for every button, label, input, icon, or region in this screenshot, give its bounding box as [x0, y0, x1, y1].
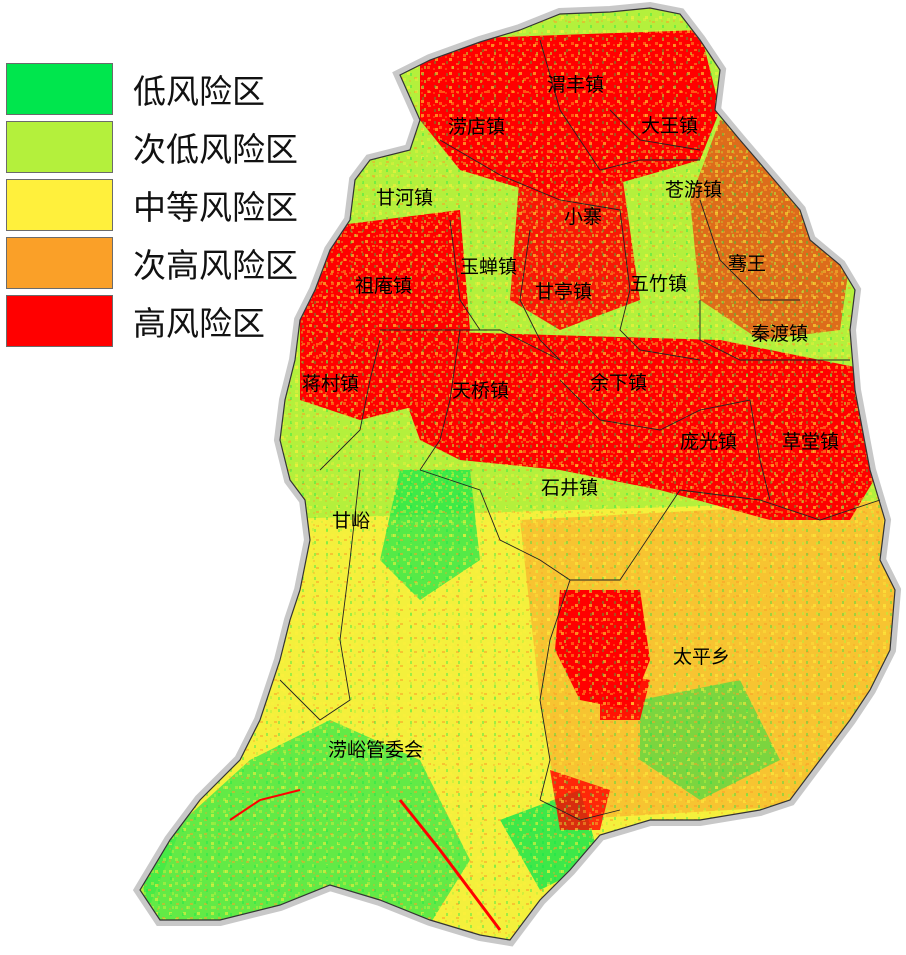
legend-swatch: [6, 295, 113, 347]
place-labels: 渭丰镇 涝店镇 大王镇 甘河镇 苍游镇 小寨 玉蝉镇 祖庵镇 甘亭镇 五竹镇 骞…: [302, 74, 839, 761]
place-label: 小寨: [564, 206, 602, 228]
legend-swatch: [6, 121, 113, 173]
place-label: 太平乡: [673, 646, 730, 668]
place-label: 甘河镇: [376, 187, 433, 209]
place-label: 涝店镇: [448, 116, 505, 138]
place-label: 玉蝉镇: [460, 256, 517, 278]
place-label: 草堂镇: [782, 431, 839, 453]
legend-item-sub-low: 次低风险区: [6, 118, 298, 176]
place-label: 甘亭镇: [535, 281, 592, 303]
legend-label: 中等风险区: [133, 188, 298, 227]
place-label: 涝峪管委会: [328, 739, 423, 761]
legend-item-medium: 中等风险区: [6, 176, 298, 234]
place-label: 甘峪: [332, 510, 370, 532]
place-label: 余下镇: [590, 372, 647, 394]
place-label: 庞光镇: [680, 431, 737, 453]
legend-swatch: [6, 63, 113, 115]
legend-label: 次高风险区: [133, 246, 298, 285]
township-boundaries: [279, 39, 881, 821]
legend-item-low: 低风险区: [6, 60, 298, 118]
legend-swatch: [6, 179, 113, 231]
legend-swatch: [6, 237, 113, 289]
place-label: 苍游镇: [665, 179, 722, 201]
legend-label: 次低风险区: [133, 130, 298, 169]
legend-label: 高风险区: [133, 304, 265, 343]
place-label: 祖庵镇: [355, 275, 412, 297]
legend-item-high: 高风险区: [6, 292, 298, 350]
place-label: 渭丰镇: [547, 74, 604, 96]
legend: 低风险区 次低风险区 中等风险区 次高风险区 高风险区: [6, 60, 298, 350]
legend-item-sub-high: 次高风险区: [6, 234, 298, 292]
place-label: 石井镇: [541, 477, 598, 499]
place-label: 骞王: [728, 253, 766, 275]
place-label: 蒋村镇: [302, 373, 359, 395]
place-label: 天桥镇: [452, 380, 509, 402]
place-label: 五竹镇: [630, 273, 687, 295]
legend-label: 低风险区: [133, 72, 265, 111]
place-label: 秦渡镇: [751, 323, 808, 345]
place-label: 大王镇: [641, 115, 698, 137]
